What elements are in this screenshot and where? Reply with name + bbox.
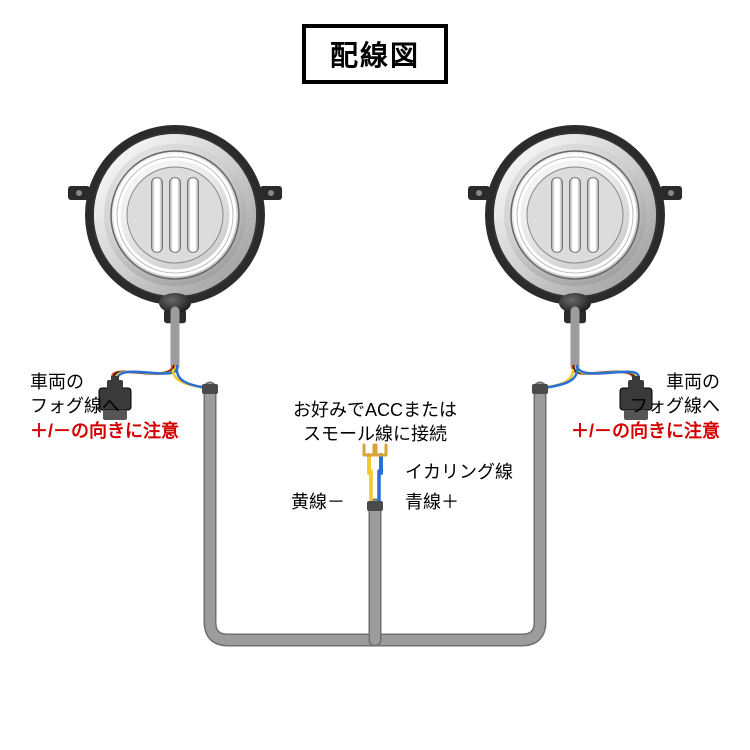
label-right-fog: 車両の フォグ線へ ＋/－の向きに注意 xyxy=(571,370,720,443)
label-center-top: お好みでACCまたは スモール線に接続 xyxy=(293,398,457,447)
label-ikalring: イカリング線 xyxy=(405,460,513,484)
fog-lamp xyxy=(68,125,282,366)
center-terminals xyxy=(364,445,386,473)
label-yellow: 黄線－ xyxy=(291,490,345,514)
label-left-fog: 車両の フォグ線へ ＋/－の向きに注意 xyxy=(30,370,179,443)
fog-lamp xyxy=(468,125,682,366)
label-blue: 青線＋ xyxy=(405,490,459,514)
diagram-title: 配線図 xyxy=(302,24,448,84)
